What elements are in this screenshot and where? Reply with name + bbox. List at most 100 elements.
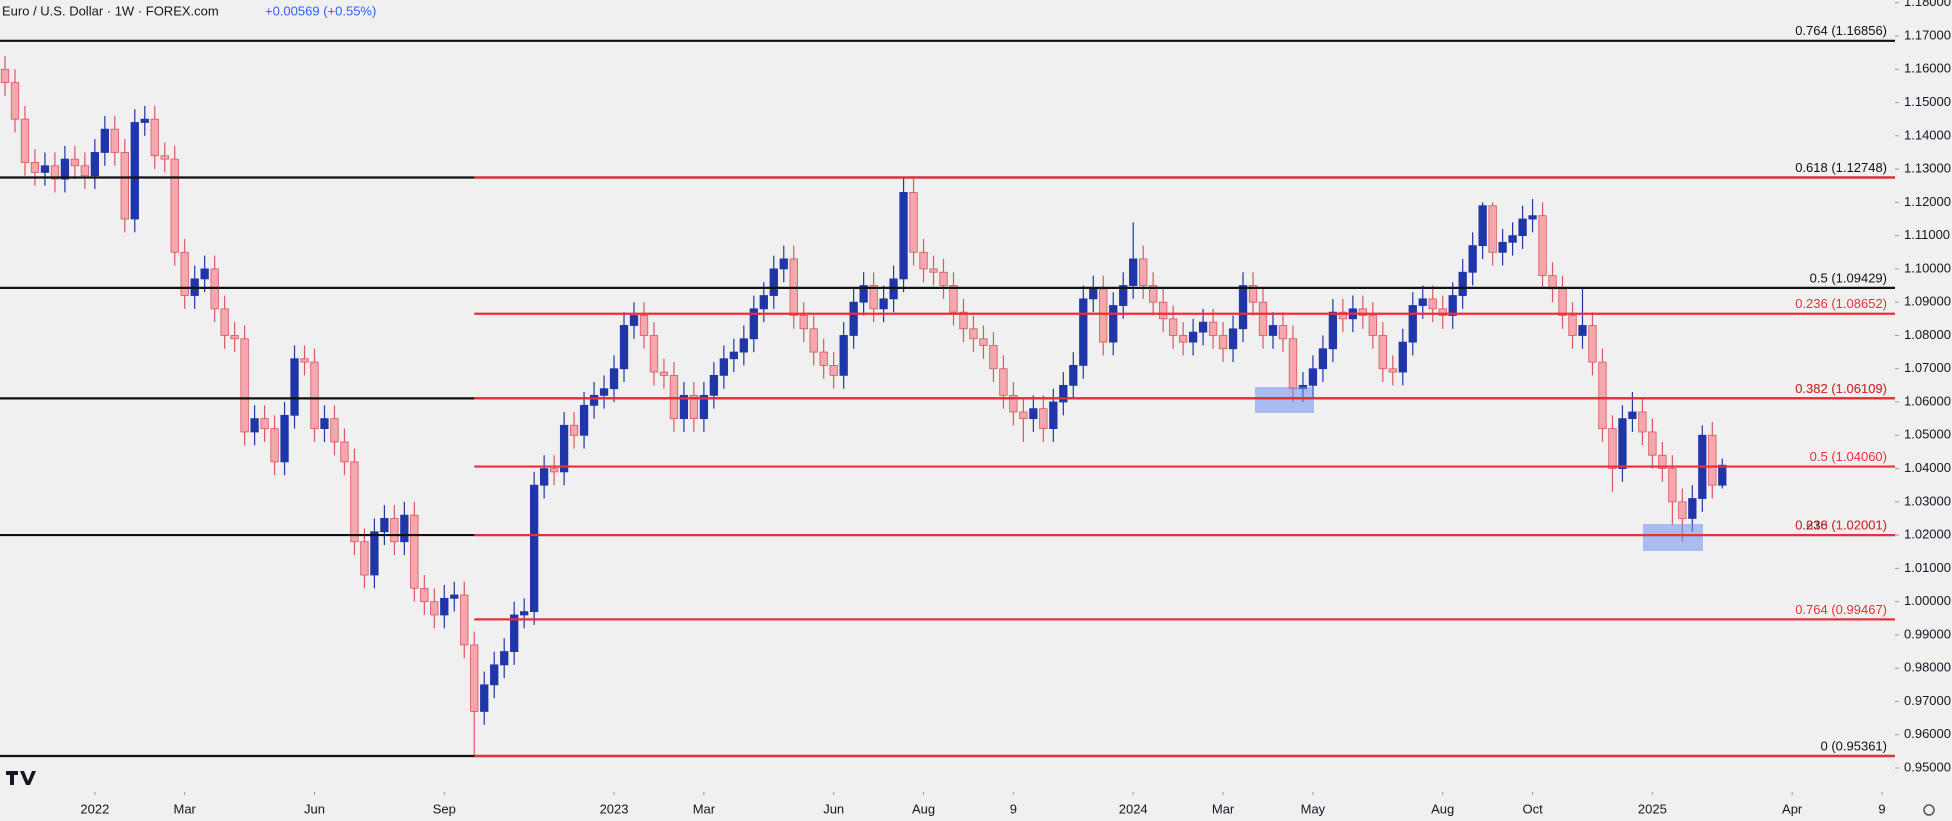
candle-body xyxy=(599,388,609,396)
candle-body xyxy=(500,651,509,666)
candle-body xyxy=(10,82,20,120)
candle-body xyxy=(1518,218,1527,237)
candle-body xyxy=(1628,411,1637,420)
candle-body xyxy=(1009,394,1018,413)
candle-body xyxy=(1198,321,1208,333)
y-tick-label: 1.17000 xyxy=(1904,27,1951,42)
fib-label: 0.382 (1.06109) xyxy=(1795,381,1887,396)
candle-body xyxy=(520,611,529,616)
candle-body xyxy=(719,358,729,376)
candle-body xyxy=(779,258,788,270)
candle-body xyxy=(1109,305,1118,343)
candle-body xyxy=(240,338,249,433)
candle-body xyxy=(679,394,689,420)
candle-body xyxy=(849,301,858,336)
candle-body xyxy=(180,251,189,296)
candle-body xyxy=(1248,285,1258,303)
x-tick-label: 9 xyxy=(1010,801,1017,816)
candle-body xyxy=(1398,341,1407,373)
candle-body xyxy=(1498,241,1507,253)
candle-body xyxy=(749,308,758,340)
y-tick-label: 1.00000 xyxy=(1904,593,1951,608)
candle-body xyxy=(1438,308,1447,316)
candle-body xyxy=(40,165,50,173)
fib-label: 0.382 (1.06109) xyxy=(1795,381,1887,396)
candle-body xyxy=(390,518,399,543)
candle-body xyxy=(1568,315,1577,336)
candle-body xyxy=(819,351,828,366)
candle-body xyxy=(380,518,389,533)
fib-label: 0.5 (1.09429) xyxy=(1810,270,1887,285)
candle-body xyxy=(759,295,768,310)
candle-body xyxy=(370,531,379,576)
candle-body xyxy=(579,404,589,436)
candle-body xyxy=(1428,298,1437,310)
candle-body xyxy=(1318,348,1328,370)
x-tick-label: Jun xyxy=(823,801,844,816)
candle-body xyxy=(909,191,918,253)
candle-body xyxy=(1089,288,1098,300)
y-tick-label: 1.06000 xyxy=(1904,393,1951,408)
fib-label: 0 (0.95361) xyxy=(1821,738,1888,753)
candle-body xyxy=(539,468,549,486)
candle-body xyxy=(1718,464,1727,486)
candle-body xyxy=(1418,298,1427,306)
candle-body xyxy=(440,597,449,616)
fib-label: 0.236 (1.08652) xyxy=(1795,296,1887,311)
settings-icon[interactable] xyxy=(1923,804,1935,816)
candle-body xyxy=(1458,271,1467,296)
candle-body xyxy=(1168,318,1178,336)
fib-label: 0.236 (1.02001) xyxy=(1795,518,1887,533)
candle-body xyxy=(330,418,339,443)
candle-body xyxy=(1288,338,1298,390)
candle-body xyxy=(100,128,109,153)
candle-body xyxy=(1708,434,1717,486)
candle-body xyxy=(280,414,289,463)
candle-body xyxy=(739,338,748,353)
candle-body xyxy=(1208,321,1218,336)
candle-body xyxy=(270,428,279,463)
candle-body xyxy=(979,338,988,346)
candle-body xyxy=(420,587,429,603)
candle-body xyxy=(1059,384,1068,403)
candle-body xyxy=(120,152,129,220)
fib-label: 0.764 (0.99467) xyxy=(1795,602,1887,617)
candle-body xyxy=(549,468,559,473)
candle-body xyxy=(989,345,998,370)
candle-body xyxy=(0,68,10,83)
candle-body xyxy=(1608,428,1617,469)
candle-body xyxy=(1119,285,1128,306)
candle-body xyxy=(559,424,569,473)
candle-body xyxy=(1618,418,1627,469)
y-tick-label: 1.12000 xyxy=(1904,194,1951,209)
candle-body xyxy=(320,418,329,430)
candle-body xyxy=(1039,408,1048,430)
chart-title: Euro / U.S. Dollar · 1W · FOREX.com xyxy=(2,3,219,18)
y-tick-label: 1.04000 xyxy=(1904,460,1951,475)
candle-body xyxy=(1668,468,1677,503)
y-tick-label: 1.01000 xyxy=(1904,560,1951,575)
y-tick-label: 1.05000 xyxy=(1904,427,1951,442)
candle-body xyxy=(629,315,639,326)
candle-body xyxy=(140,118,149,123)
y-tick-label: 1.16000 xyxy=(1904,61,1951,76)
y-tick-label: 1.15000 xyxy=(1904,94,1951,109)
candle-body xyxy=(1228,328,1238,350)
candle-body xyxy=(220,308,229,336)
candle-body xyxy=(1558,288,1567,316)
y-tick-label: 0.99000 xyxy=(1904,626,1951,641)
candle-body xyxy=(1448,295,1457,316)
candle-body xyxy=(200,268,209,280)
candle-body xyxy=(939,271,948,286)
candle-body xyxy=(619,325,629,370)
candle-body xyxy=(669,374,679,420)
candle-body xyxy=(999,368,1008,396)
candle-body xyxy=(80,165,90,177)
candle-body xyxy=(490,664,499,686)
candle-body xyxy=(729,351,738,360)
y-tick-label: 1.09000 xyxy=(1904,294,1951,309)
candle-body xyxy=(1159,301,1168,320)
candle-body xyxy=(460,594,469,646)
